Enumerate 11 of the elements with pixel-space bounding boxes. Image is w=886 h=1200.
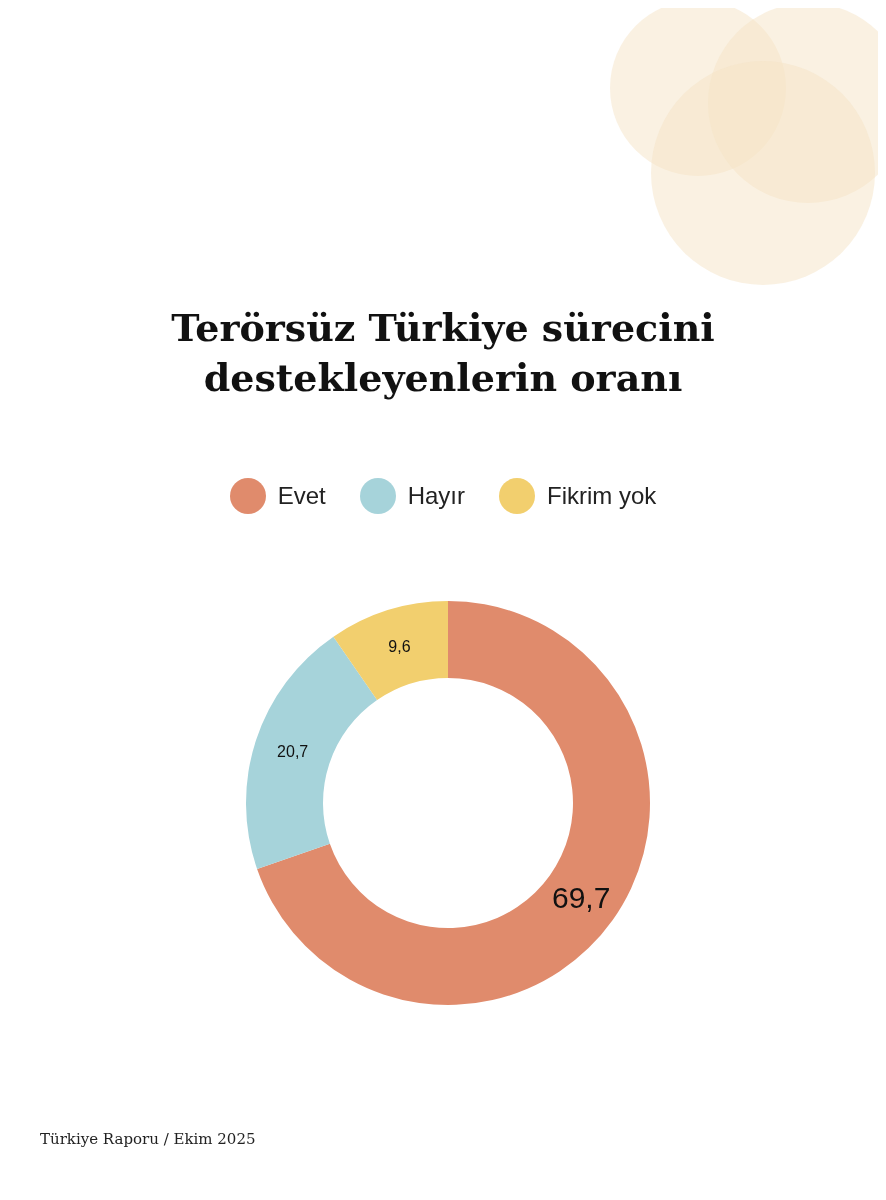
text: Türkiye Raporu / Ekim 2025 (40, 1130, 256, 1148)
donut-slice (257, 601, 650, 1005)
donut-slice (333, 601, 448, 701)
donut-slice (246, 636, 378, 870)
chart-title: Terörsüz Türkiye sürecini destekleyenlerin oranı (170, 304, 716, 402)
legend-label: Hayır (407, 482, 466, 510)
legend-label: Evet (277, 482, 326, 510)
data-label: 9,6 (388, 638, 411, 656)
legend-label: Fikrim yok (547, 482, 657, 510)
data-label: 20,7 (277, 743, 309, 761)
data-label: 69,7 (551, 881, 611, 915)
